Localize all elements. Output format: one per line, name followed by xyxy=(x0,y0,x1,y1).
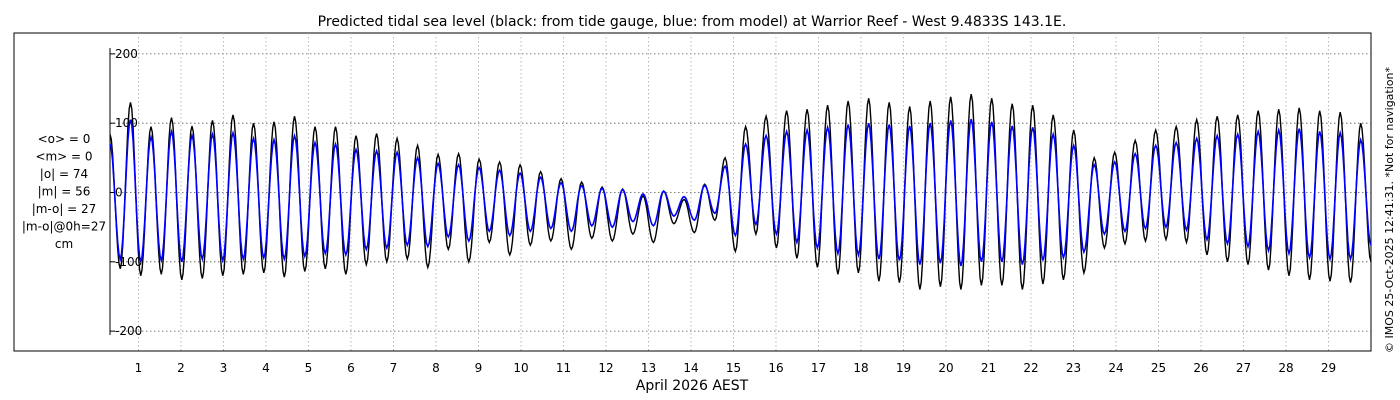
x-tick-label: 24 xyxy=(1108,361,1123,375)
x-tick-label: 28 xyxy=(1278,361,1293,375)
x-axis: 1 2 3 4 5 6 7 8 9 10 11 12 13 14 15 16 17 18 19 20 21 22 23 24 2… xyxy=(135,361,1336,375)
grid-lines xyxy=(110,33,1371,351)
stats-line: |m-o|@0h=27 xyxy=(22,220,106,234)
stats-line: |o| = 74 xyxy=(40,167,88,181)
x-tick-label: 11 xyxy=(556,361,571,375)
x-tick-label: 13 xyxy=(641,361,656,375)
x-tick-label: 29 xyxy=(1321,361,1336,375)
plot-area-frame xyxy=(13,32,1372,352)
x-tick-label: 23 xyxy=(1066,361,1081,375)
x-tick-label: 6 xyxy=(347,361,355,375)
x-tick-label: 5 xyxy=(305,361,313,375)
x-tick-label: 27 xyxy=(1236,361,1251,375)
x-tick-label: 10 xyxy=(513,361,528,375)
y-tick-label: 0 xyxy=(115,186,123,200)
x-axis-label: April 2026 AEST xyxy=(636,378,749,394)
x-tick-label: 9 xyxy=(475,361,483,375)
x-tick-label: 18 xyxy=(853,361,868,375)
x-tick-label: 8 xyxy=(432,361,440,375)
stats-block: <o> = 0 <m> = 0 |o| = 74 |m| = 56 |m-o| = 27… xyxy=(22,132,106,251)
x-tick-label: 14 xyxy=(683,361,698,375)
y-tick-label: 200 xyxy=(115,47,138,61)
stats-line: |m| = 56 xyxy=(38,185,91,199)
stats-line: <o> = 0 xyxy=(38,132,91,146)
stats-line: cm xyxy=(55,237,73,251)
x-tick-label: 20 xyxy=(938,361,953,375)
x-tick-label: 15 xyxy=(726,361,741,375)
x-tick-label: 16 xyxy=(768,361,783,375)
stats-line: <m> = 0 xyxy=(35,150,92,164)
x-tick-label: 3 xyxy=(220,361,228,375)
x-tick-label: 21 xyxy=(981,361,996,375)
y-tick-label: 100 xyxy=(115,116,138,130)
y-tick-label: -200 xyxy=(115,324,142,338)
x-tick-label: 2 xyxy=(177,361,185,375)
x-tick-label: 25 xyxy=(1151,361,1166,375)
x-tick-label: 7 xyxy=(390,361,398,375)
x-tick-label: 26 xyxy=(1193,361,1208,375)
x-tick-label: 1 xyxy=(135,361,143,375)
x-tick-label: 17 xyxy=(811,361,826,375)
x-tick-label: 19 xyxy=(896,361,911,375)
x-tick-label: 22 xyxy=(1023,361,1038,375)
series-group xyxy=(109,93,1372,290)
series-model-line xyxy=(109,118,1372,267)
stats-line: |m-o| = 27 xyxy=(32,202,97,216)
credit-text: © IMOS 25-Oct-2025 12:41:31. *Not for na… xyxy=(1383,67,1396,353)
chart-title: Predicted tidal sea level (black: from t… xyxy=(318,14,1067,30)
x-tick-label: 4 xyxy=(262,361,270,375)
x-tick-label: 12 xyxy=(598,361,613,375)
